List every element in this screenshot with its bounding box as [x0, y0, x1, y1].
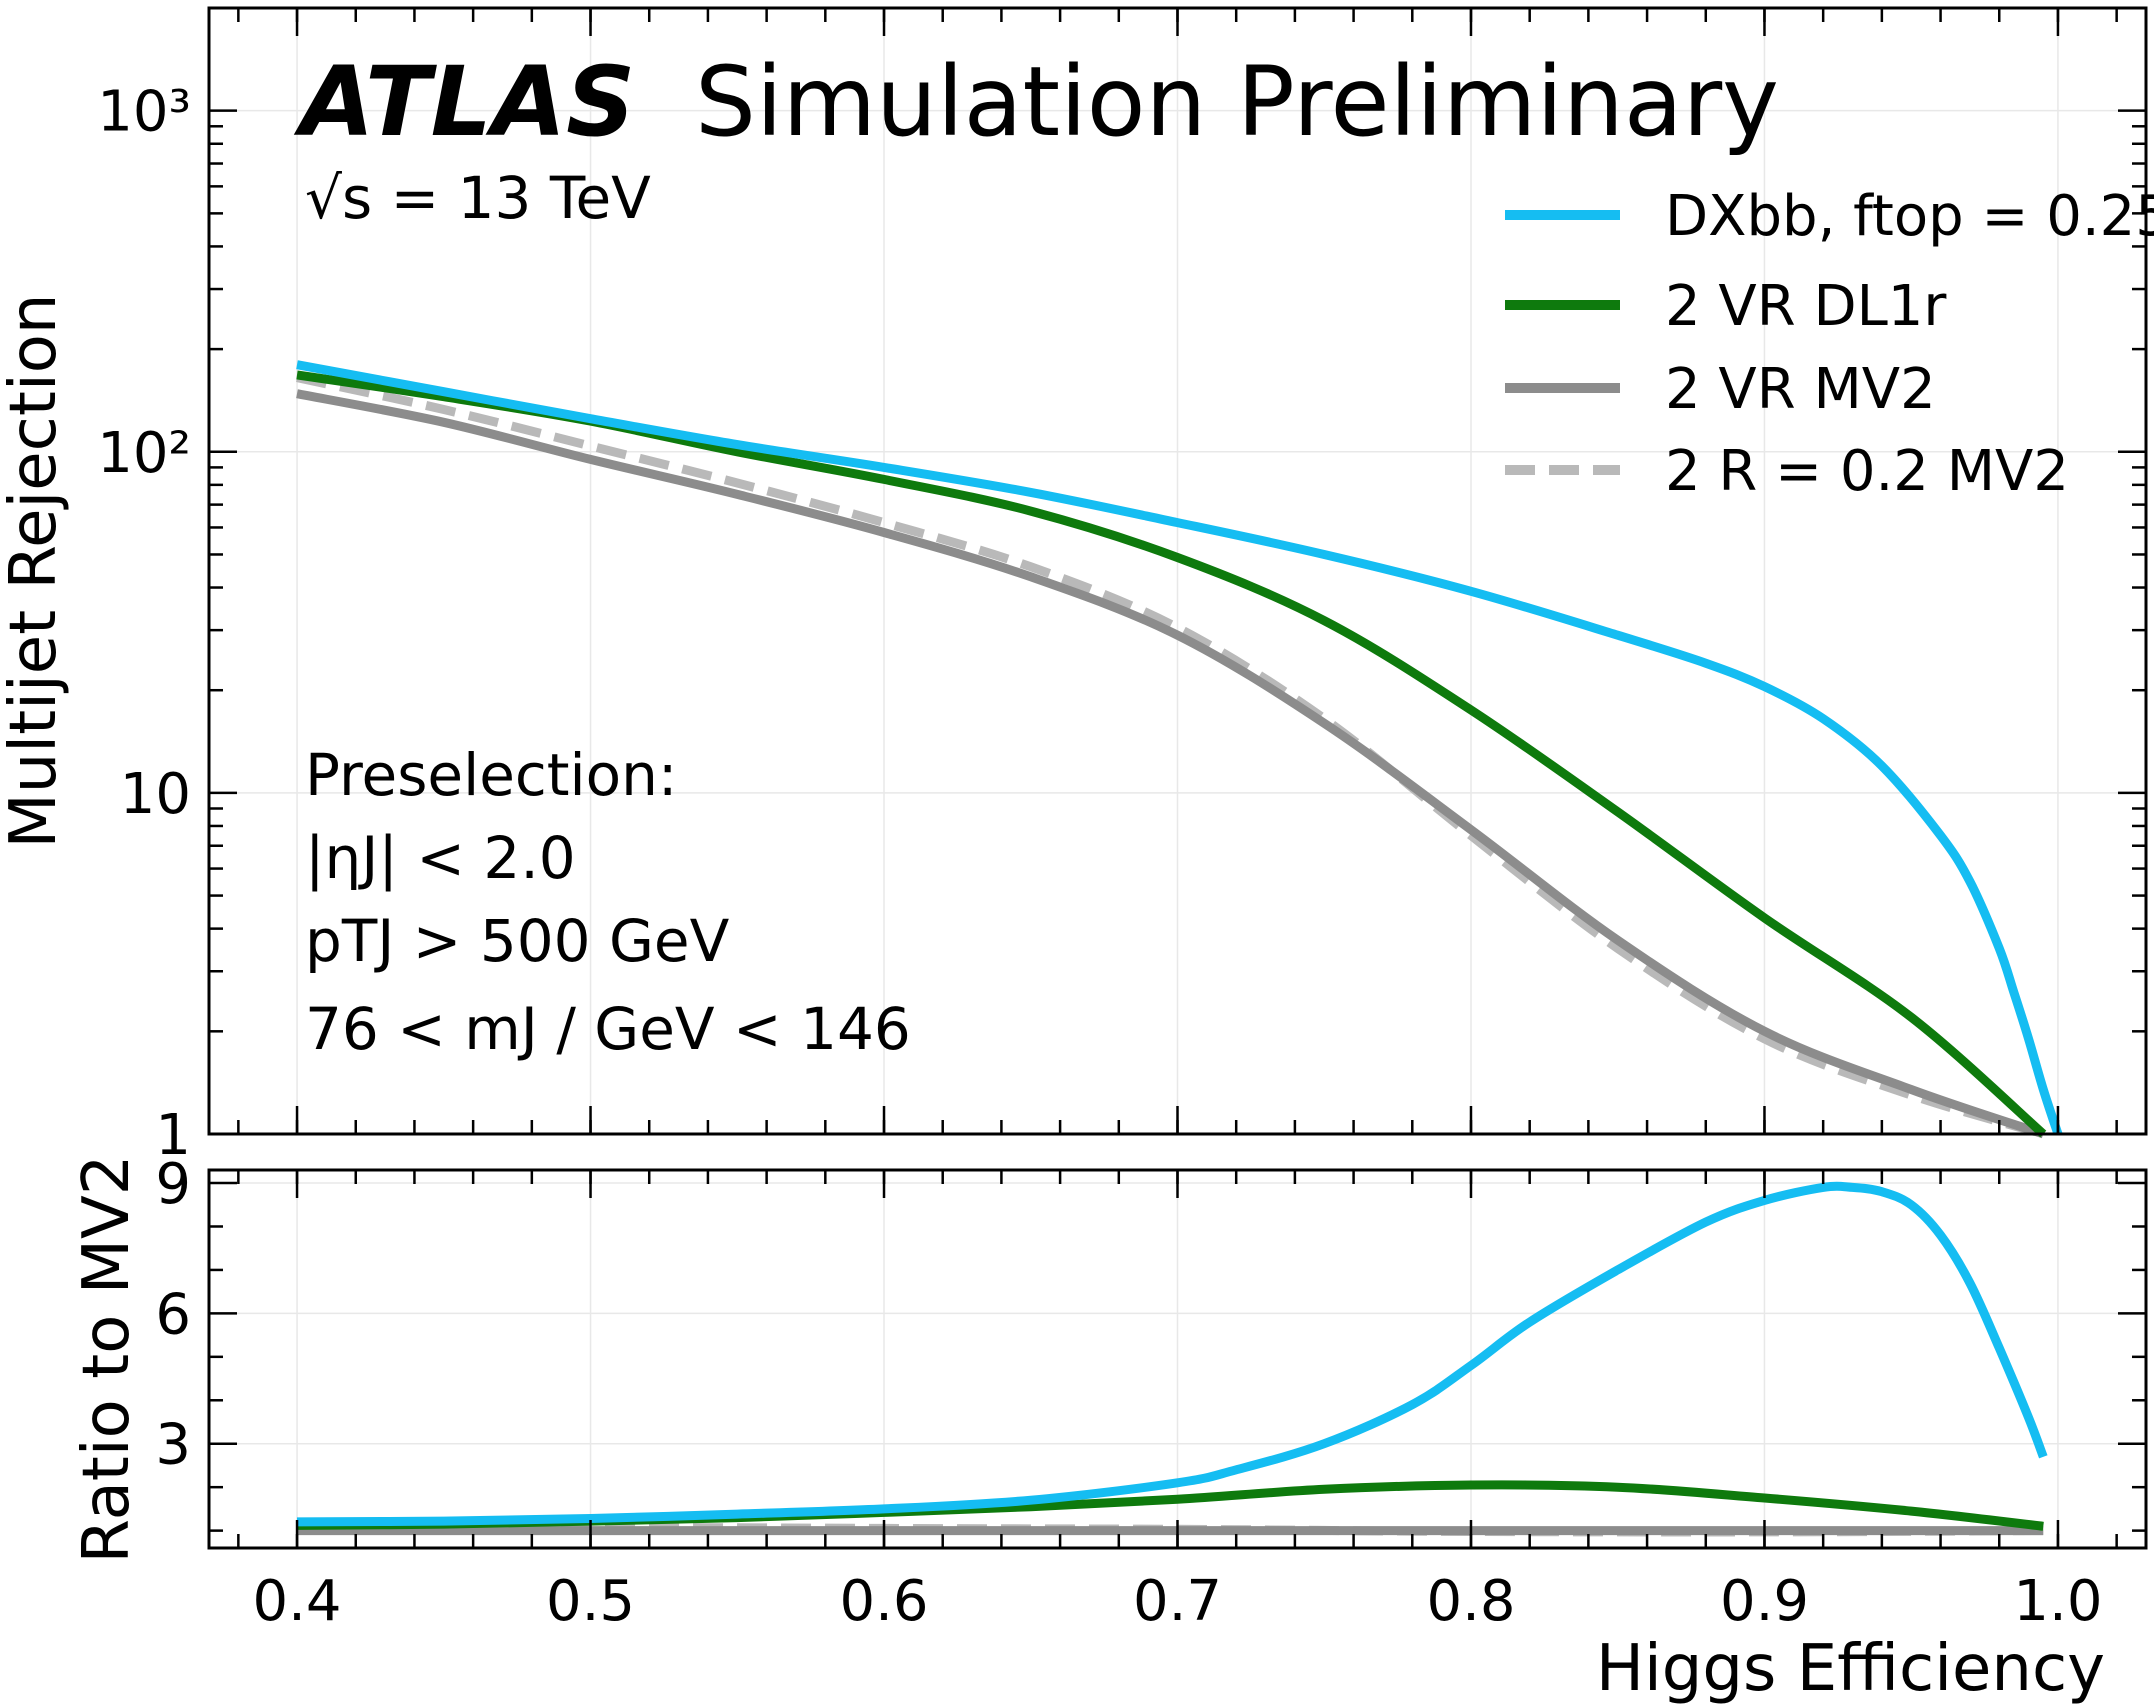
annotation-mass: 76 < mJ / GeV < 146 — [305, 995, 911, 1063]
main-plot-frame — [207, 6, 2148, 1136]
legend-label-r02-mv2: 2 R = 0.2 MV2 — [1665, 439, 2069, 504]
annotation-pt: pTJ > 500 GeV — [305, 907, 730, 975]
x-tick-label: 0.5 — [546, 1569, 635, 1634]
tick-layer: 0.4 0.5 0.6 0.7 0.8 0.9 1.0 1 10 10² 10³ 3 6 9 — [97, 6, 2146, 1634]
energy-label: √s = 13 TeV — [305, 164, 651, 232]
ratio-y-tick-label: 6 — [155, 1282, 191, 1347]
x-tick-label: 0.7 — [1133, 1569, 1222, 1634]
annotation-preselection: Preselection: — [305, 741, 677, 809]
main-series-dxbb-ftop-0-25 — [296, 360, 2063, 1136]
x-tick-label: 0.6 — [839, 1569, 928, 1634]
legend: DXbb, ftop = 0.25 2 VR DL1r 2 VR MV2 2 R… — [1505, 184, 2154, 504]
annotation-eta: |ηJ| < 2.0 — [305, 824, 576, 892]
ratio-plot-frame — [207, 1168, 2148, 1550]
grid-layer — [209, 8, 2146, 1548]
legend-label-mv2: 2 VR MV2 — [1665, 357, 1936, 422]
x-tick-label: 0.4 — [253, 1569, 342, 1634]
ratio-y-tick-label: 3 — [155, 1413, 191, 1478]
main-series-2-vr-mv2 — [296, 389, 2045, 1139]
legend-label-dl1r: 2 VR DL1r — [1665, 274, 1947, 339]
legend-label-dxbb: DXbb, ftop = 0.25 — [1665, 184, 2154, 249]
main-y-tick-label: 10² — [97, 421, 191, 486]
main-series-2-r-0-2-mv2 — [296, 373, 2045, 1139]
x-tick-label: 0.8 — [1426, 1569, 1515, 1634]
atlas-label: ATLAS — [293, 46, 635, 158]
x-axis-title: Higgs Efficiency — [1596, 1632, 2105, 1706]
x-tick-label: 0.9 — [1720, 1569, 1809, 1634]
main-y-axis-title: Multijet Rejection — [0, 294, 71, 849]
series-layer — [296, 360, 2063, 1537]
ratio-series-dxbb-ftop-0-25 — [296, 1181, 2048, 1527]
ratio-y-tick-label: 9 — [155, 1152, 191, 1217]
main-y-tick-label: 1 — [155, 1103, 191, 1168]
x-tick-label: 1.0 — [2013, 1569, 2102, 1634]
atlas-subtitle: Simulation Preliminary — [695, 46, 1779, 158]
main-y-tick-label: 10³ — [97, 80, 191, 145]
ratio-y-axis-title: Ratio to MV2 — [70, 1155, 144, 1564]
main-y-tick-label: 10 — [120, 762, 191, 827]
